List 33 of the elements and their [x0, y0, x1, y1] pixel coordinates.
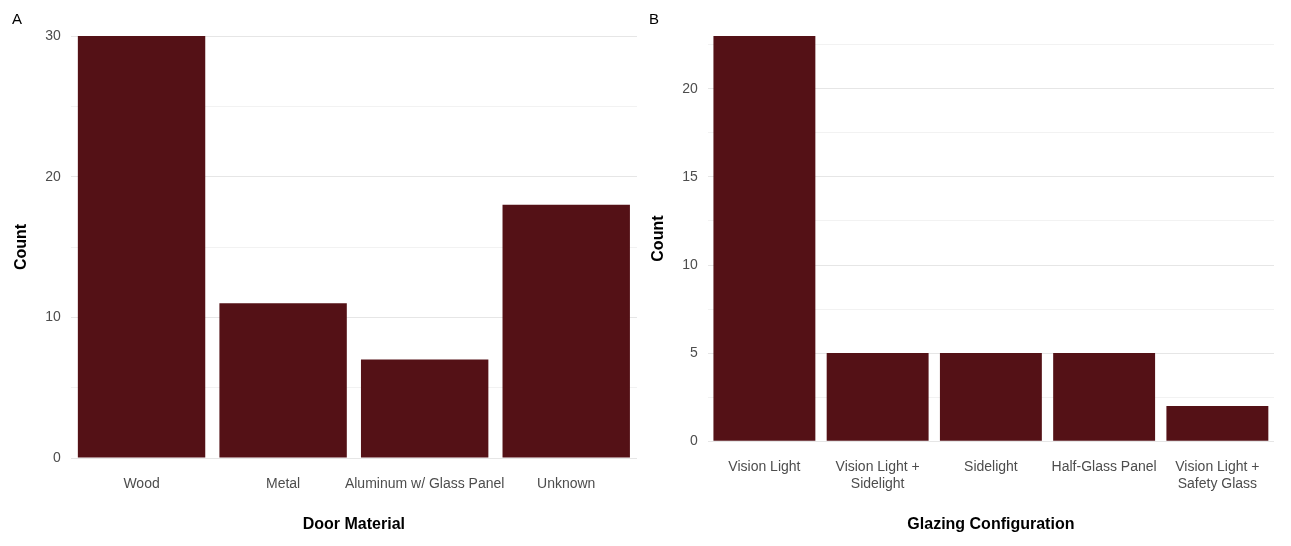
bar: [1053, 353, 1156, 441]
bar: [939, 353, 1042, 441]
y-tick-label: 10: [682, 255, 698, 272]
x-tick-label: Metal: [265, 475, 301, 492]
bar: [502, 204, 630, 458]
x-tick-label: Vision Light + Safety Glass: [1175, 458, 1260, 492]
x-tick-label: Sidelight: [964, 458, 1018, 475]
y-axis-title: Count: [12, 223, 30, 271]
chart-title: A: [12, 9, 23, 27]
x-tick-label: Half-Glass Panel: [1051, 458, 1157, 475]
x-tick-label: Aluminum w/ Glass Panel: [344, 475, 505, 492]
y-tick-label: 30: [45, 26, 61, 43]
y-tick-label: 20: [682, 79, 698, 96]
y-tick-label: 15: [682, 167, 698, 184]
chart-title: B: [649, 9, 660, 27]
bar: [826, 353, 929, 441]
x-tick-label: Vision Light: [728, 458, 801, 475]
x-tick-label: Unknown: [537, 475, 596, 492]
bar: [219, 303, 347, 458]
y-tick-label: 5: [689, 343, 698, 360]
y-tick-label: 0: [689, 432, 698, 449]
y-tick-label: 20: [45, 167, 61, 184]
x-tick-label: Vision Light + Sidelight: [835, 458, 920, 492]
y-tick-label: 0: [52, 448, 61, 465]
x-axis-title: Glazing Configuration: [907, 514, 1075, 532]
y-axis-title: Count: [649, 214, 667, 262]
bar: [1166, 405, 1269, 441]
y-tick-label: 10: [45, 308, 61, 325]
x-tick-label: Wood: [123, 475, 160, 492]
x-axis-title: Door Material: [302, 514, 406, 532]
bar: [77, 36, 206, 458]
bar: [713, 36, 816, 441]
bar: [360, 359, 489, 458]
